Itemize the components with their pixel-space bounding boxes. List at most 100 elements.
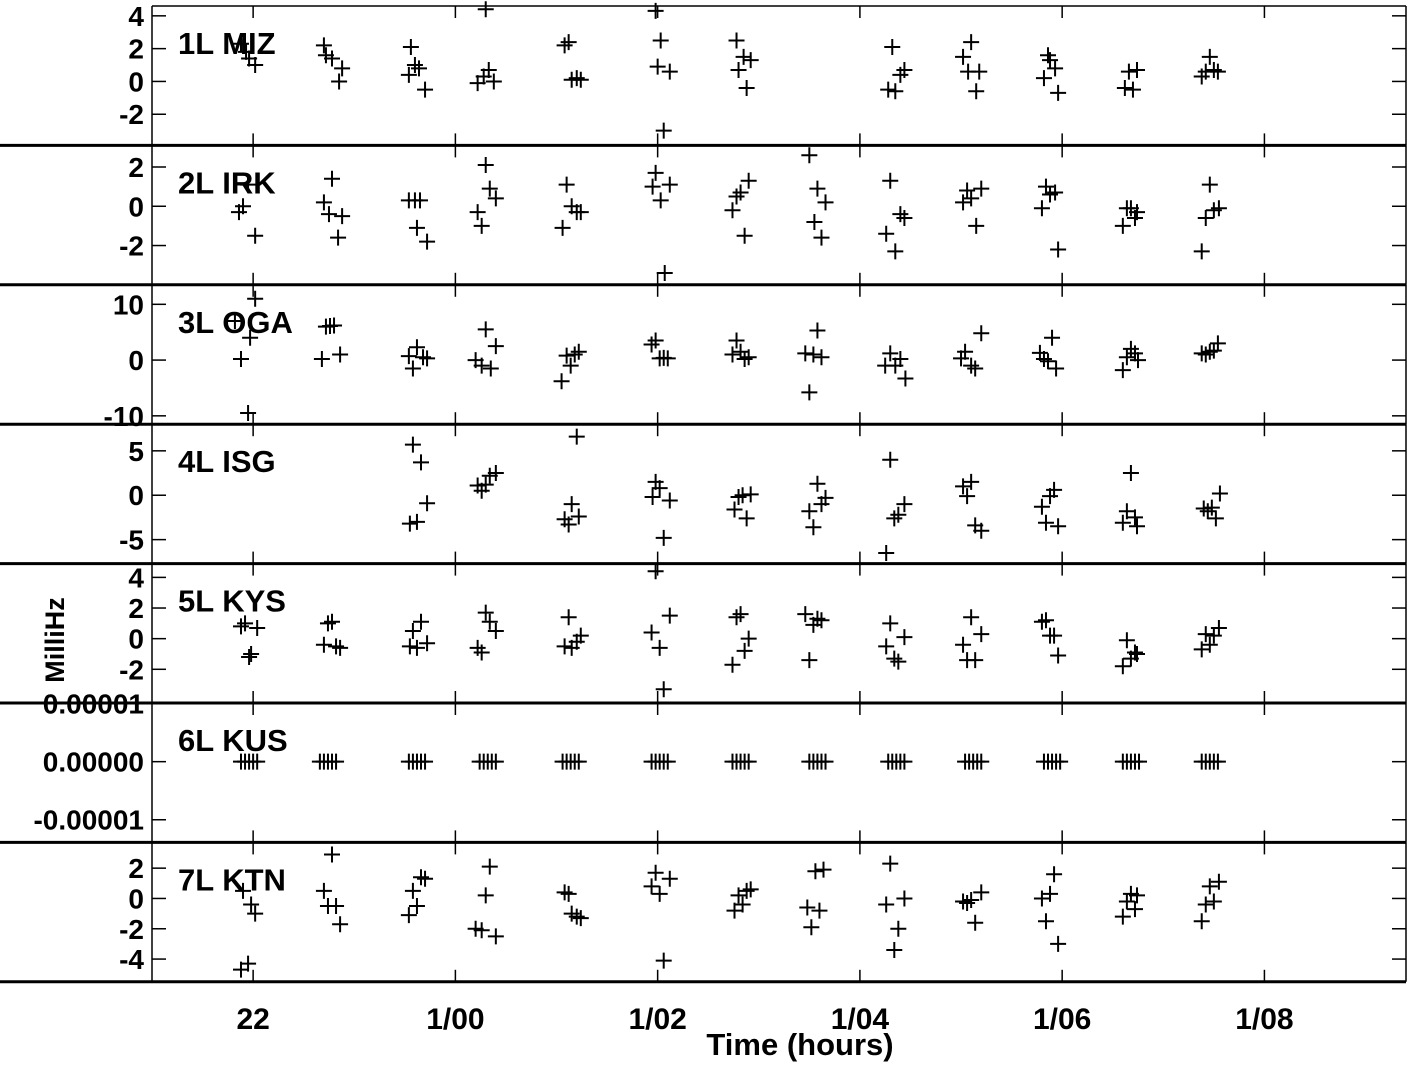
data-point: [892, 350, 909, 367]
data-point: [413, 454, 430, 471]
data-point: [408, 639, 425, 656]
data-point: [487, 623, 504, 640]
panel-label: 1L MIZ: [178, 26, 276, 61]
panel-6: 0.00001 0.00000 -0.00001 6L KUS: [0, 689, 1407, 844]
data-point: [558, 347, 575, 364]
y-tick-label: 10: [113, 289, 144, 320]
data-point: [955, 478, 972, 495]
y-tick-label: -2: [119, 231, 144, 262]
data-point: [896, 61, 913, 78]
data-point: [481, 180, 498, 197]
y-axis-label: MilliHz: [40, 597, 70, 683]
data-point: [811, 902, 828, 919]
data-point: [728, 188, 745, 205]
data-point: [896, 753, 913, 770]
data-point: [890, 506, 907, 523]
data-point: [1210, 200, 1227, 217]
data-point: [1046, 627, 1063, 644]
data-point: [328, 638, 345, 655]
data-point: [652, 32, 669, 49]
data-point: [473, 357, 490, 374]
data-point: [882, 855, 899, 872]
data-point: [1207, 510, 1224, 527]
data-point: [1201, 176, 1218, 193]
y-tick-label: 5: [128, 436, 144, 467]
y-tick-label: -5: [119, 525, 144, 556]
data-point: [878, 896, 895, 913]
data-point: [724, 656, 741, 673]
data-point: [1037, 178, 1054, 195]
data-point: [238, 43, 255, 60]
data-point: [324, 170, 341, 187]
data-point: [243, 896, 260, 913]
x-tick-label: 1/08: [1235, 1003, 1293, 1036]
data-point: [1118, 893, 1135, 910]
data-point: [419, 495, 436, 512]
data-point: [973, 180, 990, 197]
data-point: [897, 370, 914, 387]
data-point: [809, 475, 826, 492]
data-point: [1197, 210, 1214, 227]
data-point: [882, 345, 899, 362]
data-point: [740, 753, 757, 770]
data-point: [732, 606, 749, 623]
data-point: [742, 881, 759, 898]
data-point: [735, 48, 752, 65]
y-tick-label: 0: [128, 624, 144, 655]
data-point: [404, 360, 421, 377]
data-point: [661, 607, 678, 624]
panel-label: 5L KYS: [178, 584, 286, 619]
y-tick-label: 2: [128, 34, 144, 65]
data-point: [1126, 644, 1143, 661]
data-point: [1037, 913, 1054, 930]
data-point: [247, 905, 264, 922]
data-point: [1129, 61, 1145, 78]
data-point: [419, 233, 436, 250]
data-point: [406, 57, 423, 74]
data-point: [556, 638, 573, 655]
data-point: [481, 613, 498, 630]
y-tick-label: 2: [128, 853, 144, 884]
data-point: [1205, 61, 1222, 78]
data-point: [1201, 878, 1218, 895]
y-tick-label: 0: [128, 66, 144, 97]
data-point: [419, 635, 436, 652]
data-point: [413, 613, 430, 630]
data-point: [413, 869, 430, 886]
data-point: [797, 606, 814, 623]
data-point: [1193, 243, 1210, 260]
data-point: [809, 322, 826, 339]
data-point: [480, 61, 497, 78]
data-point: [332, 639, 349, 656]
data-point: [973, 884, 990, 901]
y-tick-label: 0.00001: [43, 689, 144, 720]
data-point: [473, 217, 490, 234]
data-point: [652, 192, 669, 209]
data-point: [651, 885, 668, 902]
data-point: [973, 325, 990, 342]
data-point: [726, 501, 743, 518]
y-tick-label: -4: [119, 944, 144, 975]
data-point: [734, 896, 751, 913]
y-tick-label: 0: [128, 480, 144, 511]
data-point: [1044, 329, 1061, 346]
data-point: [558, 176, 575, 193]
data-point: [724, 346, 741, 363]
data-point: [1120, 63, 1137, 80]
data-point: [1193, 913, 1210, 930]
data-point: [1033, 498, 1050, 515]
data-point: [411, 192, 428, 209]
data-point: [805, 519, 822, 536]
data-point: [473, 922, 490, 939]
data-point: [647, 563, 664, 580]
data-point: [485, 73, 502, 90]
data-point: [556, 884, 573, 901]
data-point: [1116, 80, 1133, 96]
data-point: [973, 522, 990, 539]
data-point: [1114, 217, 1131, 234]
data-point: [1118, 503, 1135, 520]
data-point: [408, 898, 425, 915]
data-point: [481, 858, 498, 875]
data-point: [955, 48, 972, 65]
